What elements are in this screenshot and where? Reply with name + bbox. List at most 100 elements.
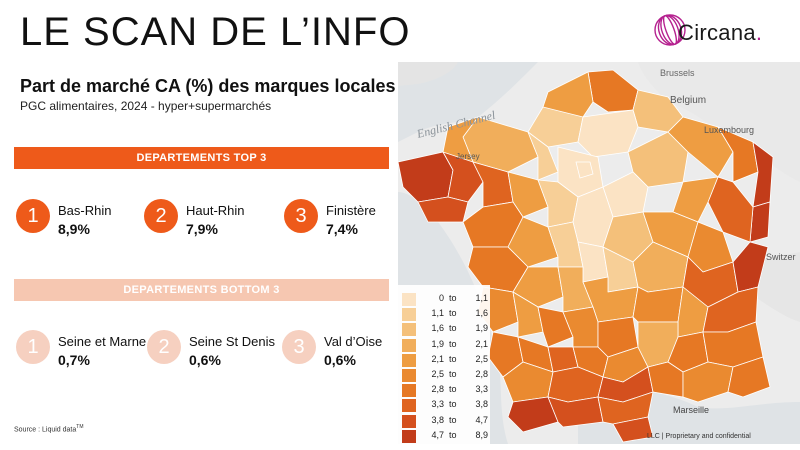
department-moselle[interactable]	[717, 126, 759, 183]
legend-to-word: to	[449, 338, 457, 349]
department-charente[interactable]	[512, 291, 544, 338]
department-mayenne-sarthe[interactable]	[507, 171, 549, 218]
legend-swatch	[402, 308, 416, 322]
bottom3-heading: DEPARTEMENTS BOTTOM 3	[14, 279, 389, 301]
legend-row: 3,3 to 3,8	[402, 398, 488, 414]
trademark-mark: TM	[76, 424, 84, 430]
legend-row: 3,8 to 4,7	[402, 414, 488, 430]
legend-row: 1,1 to 1,6	[402, 307, 488, 323]
legend-to: 3,8	[475, 399, 488, 410]
map-label-brussels: Brussels	[660, 68, 695, 78]
english-channel-sea	[398, 62, 538, 142]
market-share-value: 8,9%	[58, 221, 90, 237]
legend-swatch	[402, 429, 416, 443]
market-share-value: 0,6%	[189, 352, 221, 368]
brand-name: Circana.	[678, 20, 762, 46]
legend-swatch	[402, 399, 416, 413]
legend-from: 3,8	[431, 414, 444, 425]
legend-row: 2,1 to 2,5	[402, 353, 488, 369]
legend-swatch	[402, 369, 416, 382]
map-label-belgium: Belgium	[670, 95, 706, 106]
legend-row: 4,7 to 8,9	[402, 429, 488, 445]
department-aisne-oise[interactable]	[577, 109, 639, 158]
map-label-luxembourg: Luxembourg	[704, 125, 754, 135]
rank-badge: 3	[282, 330, 316, 364]
legend-row: 2,5 to 2,8	[402, 368, 488, 384]
map-legend: 0 to 1,1 1,1 to 1,6 1,6 to 1,9 1,9 to 2,1 2,1 to 2,5 2,…	[398, 285, 490, 444]
legend-from: 1,6	[431, 323, 444, 334]
bottom-rank-item: 2 Seine St Denis 0,6%	[147, 330, 275, 372]
legend-from: 2,5	[431, 369, 444, 379]
legend-row: 0 to 1,1	[402, 292, 488, 308]
legend-to: 2,5	[475, 353, 488, 364]
legend-swatch	[402, 414, 416, 428]
department-deux-sevres-vienne[interactable]	[512, 266, 564, 308]
top-rank-item: 2 Haut-Rhin 7,9%	[144, 199, 264, 241]
department-var-alpes-maritimes[interactable]	[727, 356, 771, 398]
legend-to-word: to	[449, 429, 457, 440]
top3-heading: DEPARTEMENTS TOP 3	[14, 147, 389, 169]
legend-from: 1,9	[431, 338, 444, 349]
bottom-rank-item: 3 Val d’Oise 0,6%	[282, 330, 394, 372]
legend-to-word: to	[449, 414, 457, 425]
map-label-switzerland: Switzer	[766, 252, 796, 262]
top-rank-item: 1 Bas-Rhin 8,9%	[16, 199, 136, 241]
chart-subtitle: PGC alimentaires, 2024 - hyper+supermarc…	[20, 99, 272, 113]
legend-to-word: to	[449, 369, 457, 379]
rank-badge: 1	[16, 199, 50, 233]
legend-to-word: to	[449, 308, 457, 319]
legend-to-word: to	[449, 323, 457, 334]
rank-badge: 2	[144, 199, 178, 233]
legend-to: 1,1	[475, 293, 488, 303]
legend-from: 1,1	[431, 308, 444, 319]
department-name: Val d’Oise	[324, 334, 383, 349]
legend-to: 1,9	[475, 323, 488, 334]
department-name: Bas-Rhin	[58, 203, 112, 218]
legend-from: 2,8	[431, 384, 444, 395]
map-label-marseille: Marseille	[673, 405, 709, 415]
department-maine-et-loire[interactable]	[507, 216, 559, 268]
legend-to-word: to	[449, 399, 457, 410]
circana-logo-icon	[654, 14, 686, 46]
legend-to: 4,7	[475, 414, 488, 425]
legend-row: 2,8 to 3,3	[402, 383, 488, 399]
legend-row: 1,6 to 1,9	[402, 322, 488, 338]
department-name: Finistère	[326, 203, 376, 218]
source-note: Source : Liquid dataTM	[14, 424, 84, 433]
legend-to: 3,3	[475, 384, 488, 395]
page-title: LE SCAN DE L’INFO	[20, 10, 411, 54]
market-share-value: 7,4%	[326, 221, 358, 237]
top-rank-item: 3 Finistère 7,4%	[284, 199, 394, 241]
legend-from: 2,1	[431, 353, 444, 364]
department-pyrenees-atlantiques[interactable]	[507, 396, 559, 433]
confidential-note: LLC | Proprietary and confidential	[647, 433, 751, 440]
department-eure[interactable]	[527, 131, 559, 181]
rank-badge: 1	[16, 330, 50, 364]
legend-from: 0	[438, 293, 444, 303]
market-share-value: 7,9%	[186, 221, 218, 237]
department-haute-vienne[interactable]	[537, 306, 574, 348]
department-name: Haut-Rhin	[186, 203, 245, 218]
legend-swatch	[402, 323, 416, 337]
legend-row: 1,9 to 2,1	[402, 338, 488, 354]
department-loire[interactable]	[632, 286, 684, 323]
department-haute-marne[interactable]	[672, 176, 719, 223]
legend-to-word: to	[449, 384, 457, 395]
department-paris[interactable]	[575, 161, 594, 179]
legend-to-word: to	[449, 353, 457, 364]
department-haute-savoie[interactable]	[732, 241, 769, 293]
market-share-value: 0,7%	[58, 352, 90, 368]
legend-to-word: to	[449, 293, 457, 303]
legend-swatch	[402, 384, 416, 398]
legend-to: 2,8	[475, 369, 488, 379]
department-morbihan[interactable]	[417, 196, 469, 223]
legend-swatch	[402, 338, 416, 352]
rank-badge: 2	[147, 330, 181, 364]
legend-from: 4,7	[431, 429, 444, 440]
bottom-rank-item: 1 Seine et Marne 0,7%	[16, 330, 146, 372]
department-somme[interactable]	[527, 106, 584, 148]
department-pyrenees-orientales[interactable]	[612, 416, 654, 443]
rank-badge: 3	[284, 199, 318, 233]
brand-dot: .	[755, 20, 763, 45]
legend-swatch	[402, 353, 416, 367]
